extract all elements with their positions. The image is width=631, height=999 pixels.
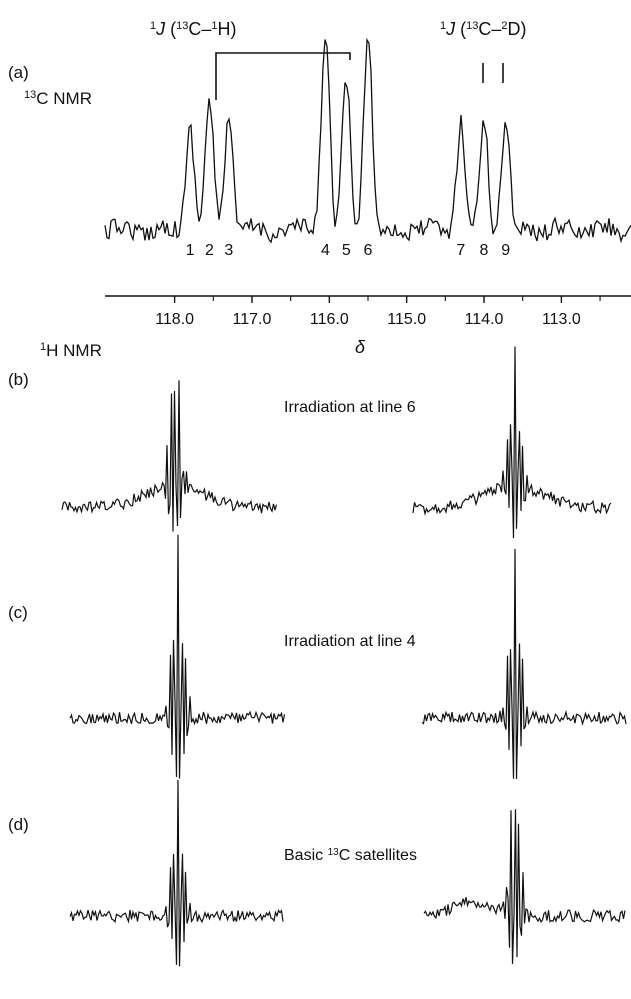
line-number-2: 2 [205, 242, 214, 259]
c13-x-axis-label: δ [355, 337, 366, 357]
c13-x-tick-label: 116.0 [310, 311, 349, 328]
c13-x-axis: 118.0 117.0 116.0 115.0 114.0 113.0 δ [105, 295, 631, 357]
h1-spectra-traces [61, 346, 627, 967]
coupling-label-cd: 1J (13C–2D) [440, 19, 527, 39]
h1-nmr-label-main: H NMR [46, 341, 102, 360]
coupling-label-ch: 1J (13C–1H) [150, 19, 237, 39]
panel-b-caption: Irradiation at line 6 [284, 399, 416, 416]
panel-c-label: (c) [8, 603, 28, 622]
h1-trace-c-left [69, 534, 286, 779]
panel-c-caption: Irradiation at line 4 [284, 633, 416, 650]
panel-b-label: (b) [8, 370, 29, 389]
line-number-4: 4 [321, 242, 330, 259]
c13-x-tick-label: 113.0 [542, 311, 581, 328]
h1-trace-c-right [421, 548, 627, 780]
line-number-7: 7 [456, 242, 465, 259]
h1-nmr-label: 1H NMR [40, 341, 102, 360]
coupling-bracket-ch [215, 52, 351, 100]
h1-nmr-label-sup: 1 [40, 341, 46, 353]
c13-spectrum-trace [104, 37, 631, 244]
line-number-8: 8 [480, 242, 489, 259]
line-number-5: 5 [342, 242, 351, 259]
c13-nmr-label-main: C NMR [36, 89, 92, 108]
c13-x-tick-label: 115.0 [387, 311, 426, 328]
panel-a-label: (a) [8, 63, 29, 82]
line-number-6: 6 [364, 242, 373, 259]
panel-d-label: (d) [8, 815, 29, 834]
c13-nmr-label-sup: 13 [24, 89, 36, 101]
line-number-3: 3 [224, 242, 233, 259]
h1-trace-b-left [61, 380, 278, 532]
c13-x-tick-label: 114.0 [465, 311, 504, 328]
h1-trace-d-left [69, 779, 284, 967]
c13-nmr-label: 13C NMR [24, 89, 92, 108]
panel-d-caption: Basic 13C satellites [284, 847, 417, 865]
c13-x-tick-label: 117.0 [233, 311, 272, 328]
line-number-1: 1 [186, 242, 195, 259]
h1-trace-d-right [423, 809, 626, 964]
c13-spectrum-line [104, 37, 631, 244]
c13-x-tick-label: 118.0 [155, 311, 194, 328]
line-number-9: 9 [501, 242, 510, 259]
h1-trace-b-right [412, 346, 612, 539]
